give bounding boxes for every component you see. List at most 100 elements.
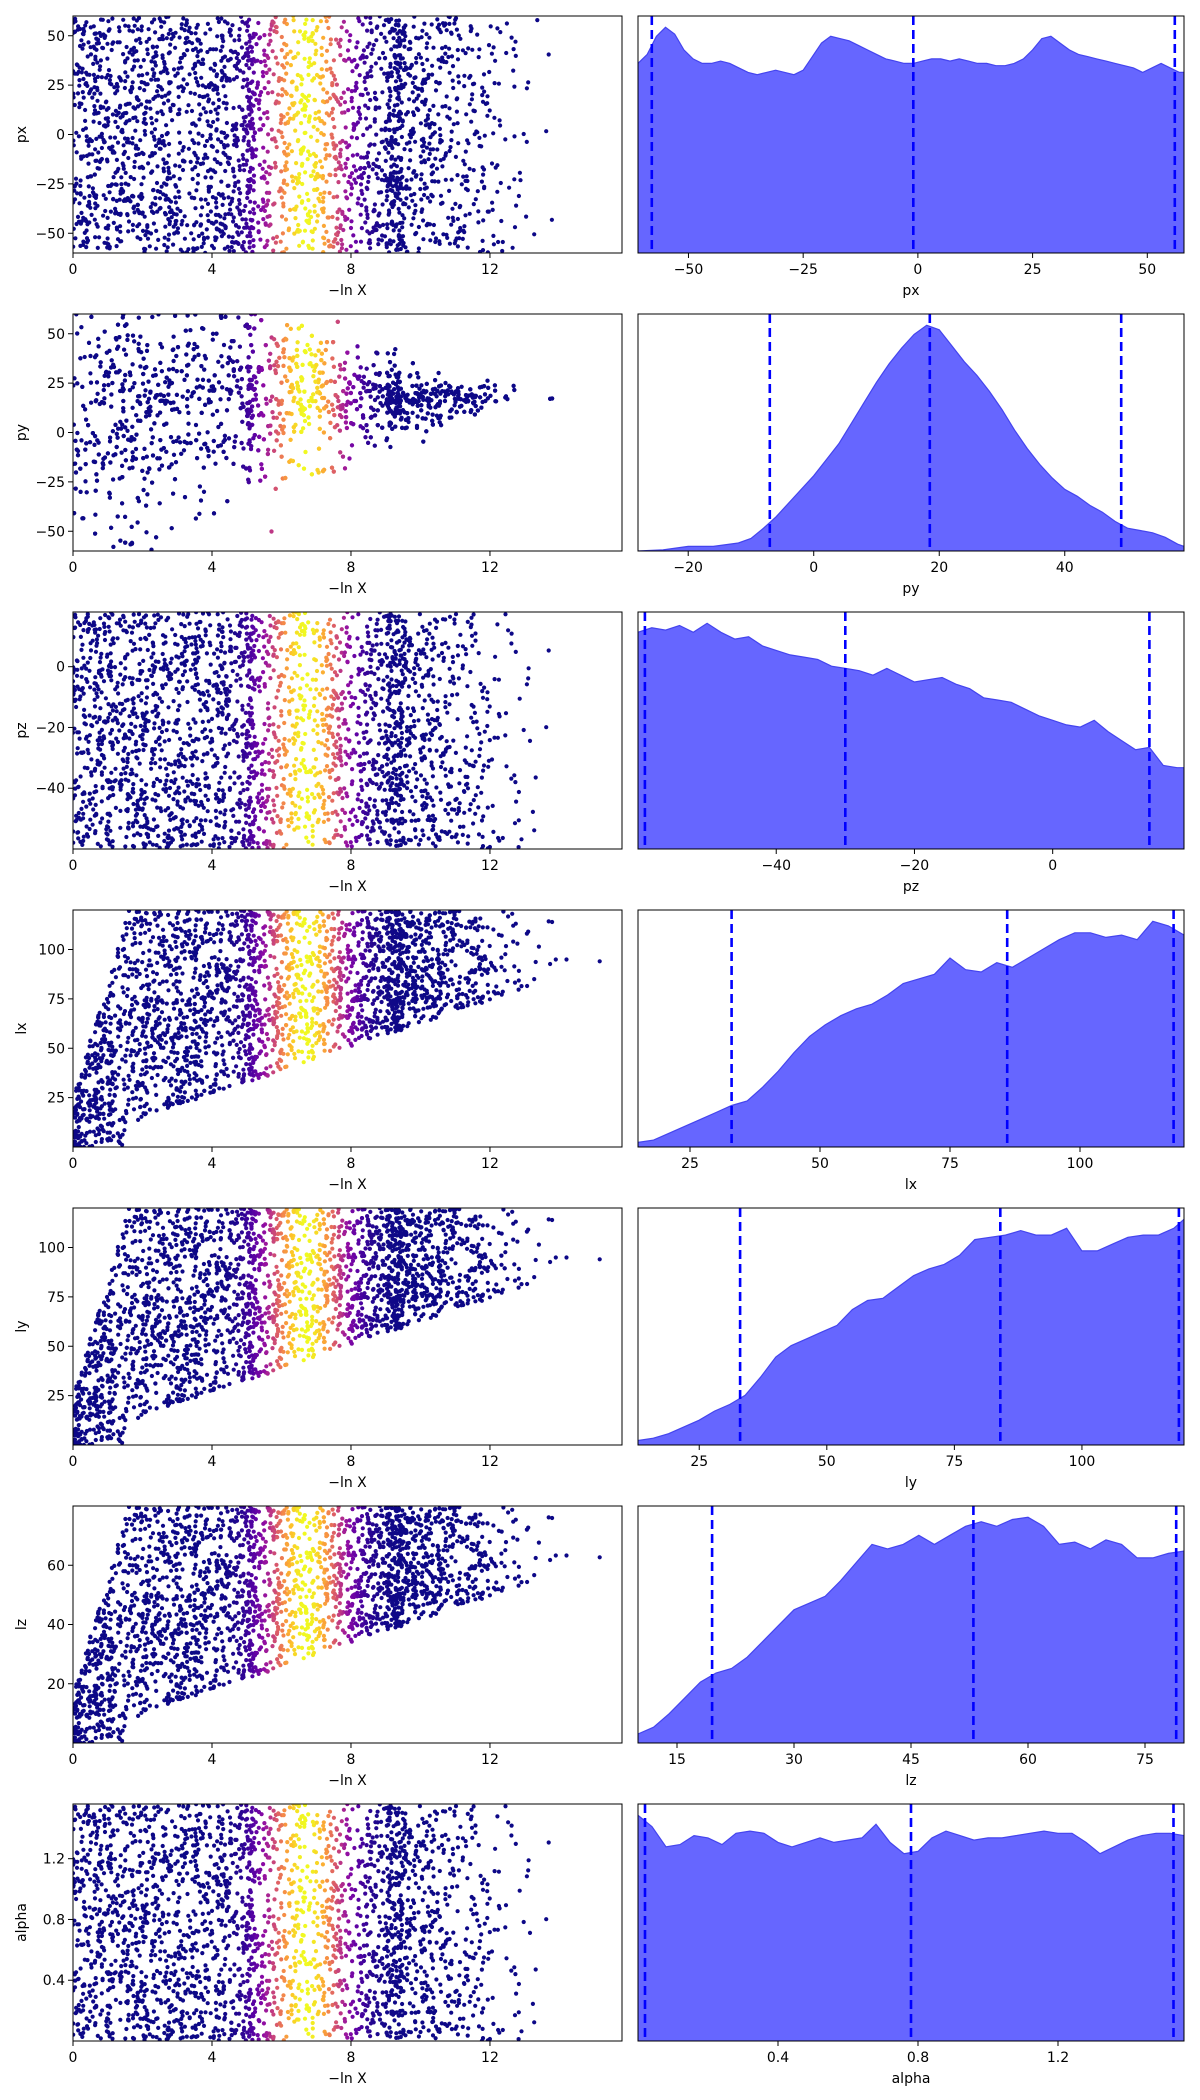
scatter-point <box>73 19 78 24</box>
scatter-point <box>138 334 143 339</box>
scatter-point <box>187 39 192 44</box>
scatter-point <box>371 225 376 230</box>
scatter-point <box>243 21 248 26</box>
scatter-point <box>159 369 164 374</box>
scatter-point <box>179 22 184 27</box>
scatter-point <box>142 393 147 398</box>
scatter-point <box>288 49 293 54</box>
scatter-point <box>260 70 265 75</box>
scatter-point <box>430 72 435 77</box>
scatter-point <box>310 78 315 83</box>
scatter-point <box>266 55 271 61</box>
scatter-point <box>457 228 463 233</box>
scatter-point <box>365 28 370 33</box>
scatter-point <box>368 415 373 420</box>
scatter-point <box>203 356 208 361</box>
scatter-point <box>322 241 327 246</box>
scatter-point <box>211 68 217 73</box>
scatter-point <box>96 336 101 341</box>
scatter-point <box>155 189 160 194</box>
scatter-point <box>273 160 278 165</box>
scatter-point <box>142 246 147 251</box>
scatter-point <box>385 75 390 80</box>
scatter-point <box>266 164 271 169</box>
scatter-point <box>415 371 420 376</box>
scatter-point <box>152 71 157 76</box>
scatter-point <box>349 219 354 224</box>
scatter-point <box>424 32 429 37</box>
scatter-point <box>176 189 181 194</box>
scatter-point <box>433 378 438 383</box>
scatter-point <box>240 217 245 222</box>
scatter-point <box>315 405 320 410</box>
scatter-point <box>227 27 233 32</box>
scatter-point <box>78 192 83 197</box>
scatter-point <box>73 376 77 381</box>
scatter-point <box>356 196 361 201</box>
scatter-point <box>158 341 163 347</box>
scatter-point <box>259 462 264 467</box>
scatter-point <box>362 79 367 84</box>
scatter-point <box>178 440 183 445</box>
scatter-point <box>147 466 152 471</box>
scatter-point <box>473 197 478 202</box>
scatter-point <box>307 421 312 427</box>
scatter-point <box>491 45 496 50</box>
scatter-point <box>463 186 469 191</box>
scatter-point <box>482 184 487 189</box>
scatter-point <box>216 137 221 142</box>
scatter-point <box>248 147 253 152</box>
scatter-point <box>384 189 389 194</box>
scatter-point <box>449 129 454 134</box>
scatter-point <box>481 172 486 177</box>
scatter-point <box>159 184 164 189</box>
scatter-point <box>397 86 402 91</box>
scatter-point <box>387 127 392 133</box>
scatter-point <box>469 97 474 102</box>
scatter-point <box>163 193 168 198</box>
scatter-point <box>330 81 335 86</box>
scatter-point <box>331 469 336 474</box>
scatter-point <box>421 68 426 73</box>
scatter-point <box>359 226 364 231</box>
scatter-point <box>119 186 124 191</box>
scatter-point <box>485 209 490 214</box>
scatter-point <box>237 27 242 32</box>
scatter-point <box>278 239 283 244</box>
scatter-point <box>330 116 336 122</box>
scatter-point <box>115 514 120 519</box>
scatter-point <box>87 72 92 77</box>
scatter-point <box>171 334 176 339</box>
scatter-point <box>221 342 227 348</box>
scatter-point <box>348 33 353 38</box>
scatter-point <box>334 232 339 237</box>
scatter-point <box>81 76 86 82</box>
scatter-point <box>493 58 498 63</box>
scatter-point <box>208 47 213 52</box>
scatter-point <box>73 183 77 188</box>
scatter-point <box>289 80 294 85</box>
scatter-point <box>224 455 229 461</box>
scatter-point <box>477 135 482 140</box>
scatter-point <box>253 154 258 159</box>
scatter-point <box>88 371 93 376</box>
scatter-point <box>449 222 454 227</box>
scatter-point <box>273 16 278 20</box>
scatter-point <box>198 161 203 167</box>
scatter-point <box>343 165 349 170</box>
scatter-point <box>394 375 399 380</box>
scatter-point <box>80 90 85 95</box>
scatter-point <box>171 452 177 457</box>
scatter-point <box>111 175 116 180</box>
scatter-point <box>454 109 459 114</box>
scatter-point <box>242 168 247 173</box>
scatter-point <box>386 374 391 379</box>
scatter-point <box>167 219 172 224</box>
scatter-point <box>394 88 399 93</box>
scatter-point <box>263 343 268 348</box>
scatter-point <box>108 209 113 214</box>
scatter-point <box>123 372 128 378</box>
scatter-point <box>297 172 302 177</box>
scatter-point <box>218 161 223 166</box>
scatter-point <box>460 48 465 53</box>
